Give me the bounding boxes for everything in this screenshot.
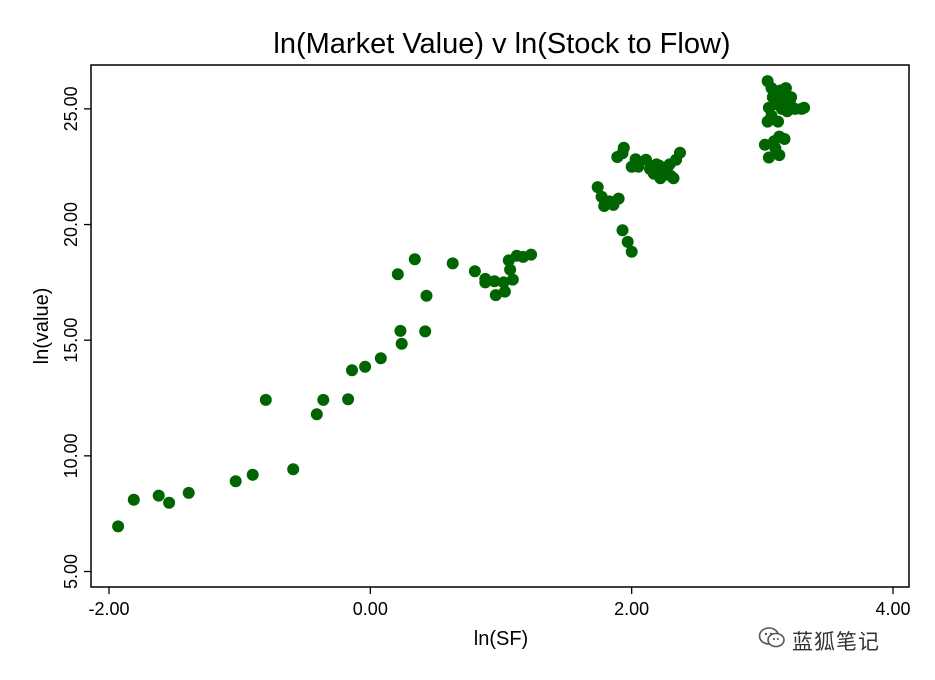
data-point [489, 289, 502, 302]
data-point [127, 493, 140, 506]
y-tick-label: 10.00 [61, 433, 81, 478]
data-point [419, 325, 432, 338]
watermark: 蓝狐笔记 [758, 626, 880, 656]
data-point [498, 285, 511, 298]
data-point [616, 224, 629, 237]
wechat-icon [758, 626, 786, 656]
data-point [391, 268, 404, 281]
data-point [617, 141, 630, 154]
y-tick-label: 25.00 [61, 86, 81, 131]
x-tick-label: 4.00 [875, 599, 910, 619]
chart-title: ln(Market Value) v ln(Stock to Flow) [273, 28, 730, 60]
data-point [625, 245, 638, 258]
y-tick-label: 15.00 [61, 318, 81, 363]
data-point [310, 408, 323, 421]
data-point [488, 275, 501, 288]
data-point [621, 235, 634, 248]
x-tick-label: 0.00 [353, 599, 388, 619]
y-tick-label: 5.00 [61, 554, 81, 589]
data-point [359, 360, 372, 373]
x-axis-label: ln(SF) [474, 628, 528, 650]
data-point [395, 337, 408, 350]
x-tick-label: 2.00 [614, 599, 649, 619]
data-point [798, 101, 811, 114]
data-point [152, 489, 165, 502]
data-point [640, 153, 652, 166]
data-point [420, 289, 433, 302]
data-point [773, 149, 786, 162]
data-points [112, 75, 811, 533]
data-point [632, 160, 645, 173]
data-point [287, 463, 300, 476]
data-point [506, 273, 519, 286]
x-tick-label: -2.00 [88, 599, 129, 619]
data-point [342, 393, 355, 406]
data-point [591, 181, 604, 194]
data-point [525, 248, 538, 261]
y-axis-label: ln(value) [31, 288, 53, 365]
data-point [765, 82, 778, 95]
data-point [229, 475, 242, 488]
data-point [758, 138, 771, 151]
data-point [479, 276, 492, 289]
data-point [504, 263, 517, 276]
data-point [408, 253, 421, 266]
data-point [246, 468, 259, 481]
data-point [674, 146, 686, 159]
data-point [762, 151, 775, 164]
y-tick-label: 20.00 [61, 202, 81, 247]
data-point [667, 172, 680, 185]
data-point [317, 393, 330, 406]
data-point [259, 393, 272, 406]
x-axis: -2.00 0.00 2.00 4.00 [88, 587, 911, 619]
data-point [779, 82, 792, 95]
watermark-text: 蓝狐笔记 [792, 630, 880, 654]
data-point [394, 324, 407, 337]
y-axis: 5.00 10.00 15.00 20.00 25.00 [61, 86, 91, 589]
data-point [468, 265, 481, 278]
data-point [497, 276, 510, 289]
data-point [346, 364, 358, 377]
data-point [182, 486, 195, 499]
data-point [785, 91, 798, 104]
data-point [612, 192, 625, 205]
data-point [778, 133, 791, 145]
data-point [163, 496, 176, 509]
plot-frame [90, 64, 910, 588]
data-point [374, 352, 387, 365]
data-point [772, 115, 784, 128]
data-point [446, 257, 459, 270]
data-point [112, 520, 125, 533]
